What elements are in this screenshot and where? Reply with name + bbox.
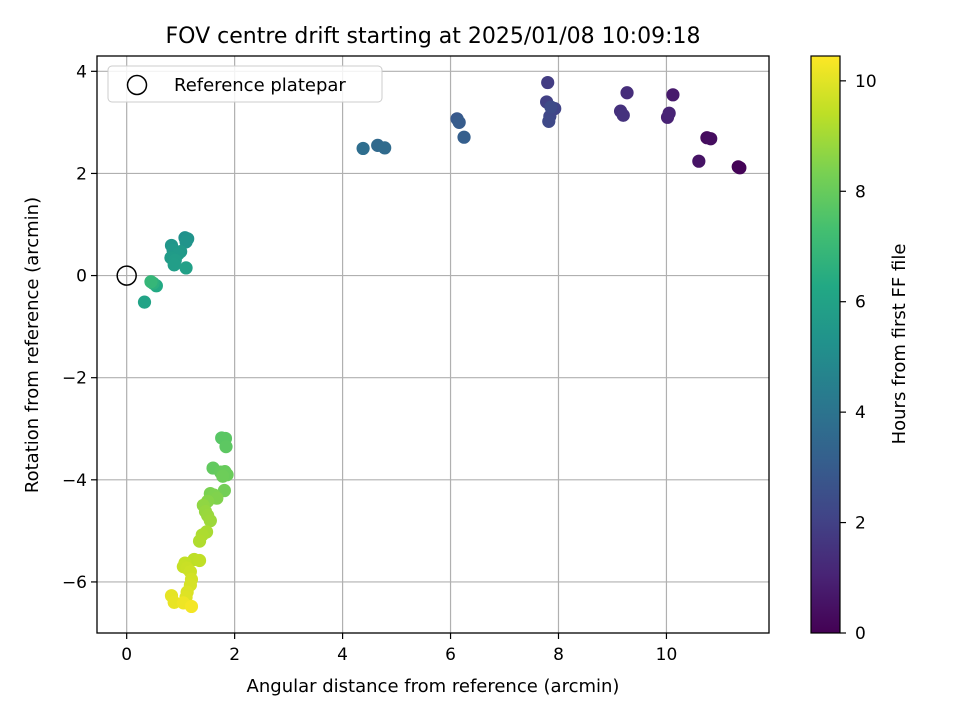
- x-tick-label: 8: [553, 645, 564, 665]
- y-axis-label: Rotation from reference (arcmin): [22, 197, 43, 493]
- y-tick-label: 4: [76, 62, 87, 82]
- y-tick-label: 2: [76, 164, 87, 184]
- scatter-point: [137, 295, 152, 309]
- x-axis-ticks: 0 2 4 6 8 10: [121, 633, 677, 665]
- colorbar-tick-label: 2: [855, 514, 866, 534]
- scatter-point: [179, 235, 193, 249]
- scatter-point: [452, 115, 466, 129]
- colorbar-label: Hours from first FF file: [889, 244, 910, 445]
- colorbar-tick-label: 0: [855, 624, 866, 644]
- colorbar-tick-label: 10: [855, 72, 877, 92]
- colorbar-tick-label: 8: [855, 182, 866, 202]
- scatter-point: [457, 130, 471, 144]
- x-tick-label: 10: [656, 645, 678, 665]
- y-tick-label: −4: [62, 471, 87, 491]
- scatter-point: [219, 440, 233, 454]
- colorbar: [810, 55, 841, 634]
- scatter-point: [666, 88, 680, 102]
- legend: Reference platepar: [107, 65, 383, 103]
- scatter-point: [620, 86, 634, 100]
- scatter-point: [733, 161, 747, 175]
- y-tick-label: −6: [62, 573, 87, 593]
- colorbar-tick-label: 6: [855, 293, 866, 313]
- x-tick-label: 2: [229, 645, 240, 665]
- scatter-point: [378, 141, 392, 155]
- chart-title: FOV centre drift starting at 2025/01/08 …: [166, 24, 701, 49]
- scatter-point: [544, 100, 558, 114]
- scatter-point: [192, 553, 207, 568]
- plot-frame: [96, 55, 770, 634]
- scatter-point: [616, 108, 630, 122]
- scatter-points: [137, 75, 747, 614]
- scatter-point: [203, 514, 217, 528]
- x-tick-label: 6: [445, 645, 456, 665]
- scatter-point: [179, 261, 193, 275]
- x-tick-label: 0: [121, 645, 132, 665]
- y-axis-ticks: −6 −4 −2 0 2 4: [62, 62, 97, 593]
- scatter-point: [356, 141, 370, 156]
- legend-box: [107, 65, 383, 103]
- scatter-point: [167, 258, 181, 272]
- legend-entry-label: Reference platepar: [174, 75, 346, 96]
- scatter-point: [704, 132, 718, 146]
- colorbar-ticks: 0 2 4 6 8 10: [840, 72, 877, 644]
- scatter-point: [184, 599, 199, 614]
- scatter-point: [542, 114, 556, 128]
- x-axis-label: Angular distance from reference (arcmin): [247, 676, 620, 697]
- scatter-point: [216, 469, 230, 483]
- legend-marker-open-circle: [126, 74, 148, 96]
- scatter-point: [692, 154, 706, 168]
- x-tick-label: 4: [337, 645, 348, 665]
- y-tick-label: 0: [76, 267, 87, 287]
- scatter-point: [662, 106, 676, 120]
- grid-lines: [97, 56, 769, 633]
- scatter-point: [192, 534, 207, 548]
- colorbar-tick-label: 4: [855, 403, 866, 423]
- scatter-point: [541, 75, 555, 90]
- y-tick-label: −2: [62, 369, 87, 389]
- scatter-point: [144, 275, 158, 289]
- reference-platepar-marker: [116, 265, 137, 286]
